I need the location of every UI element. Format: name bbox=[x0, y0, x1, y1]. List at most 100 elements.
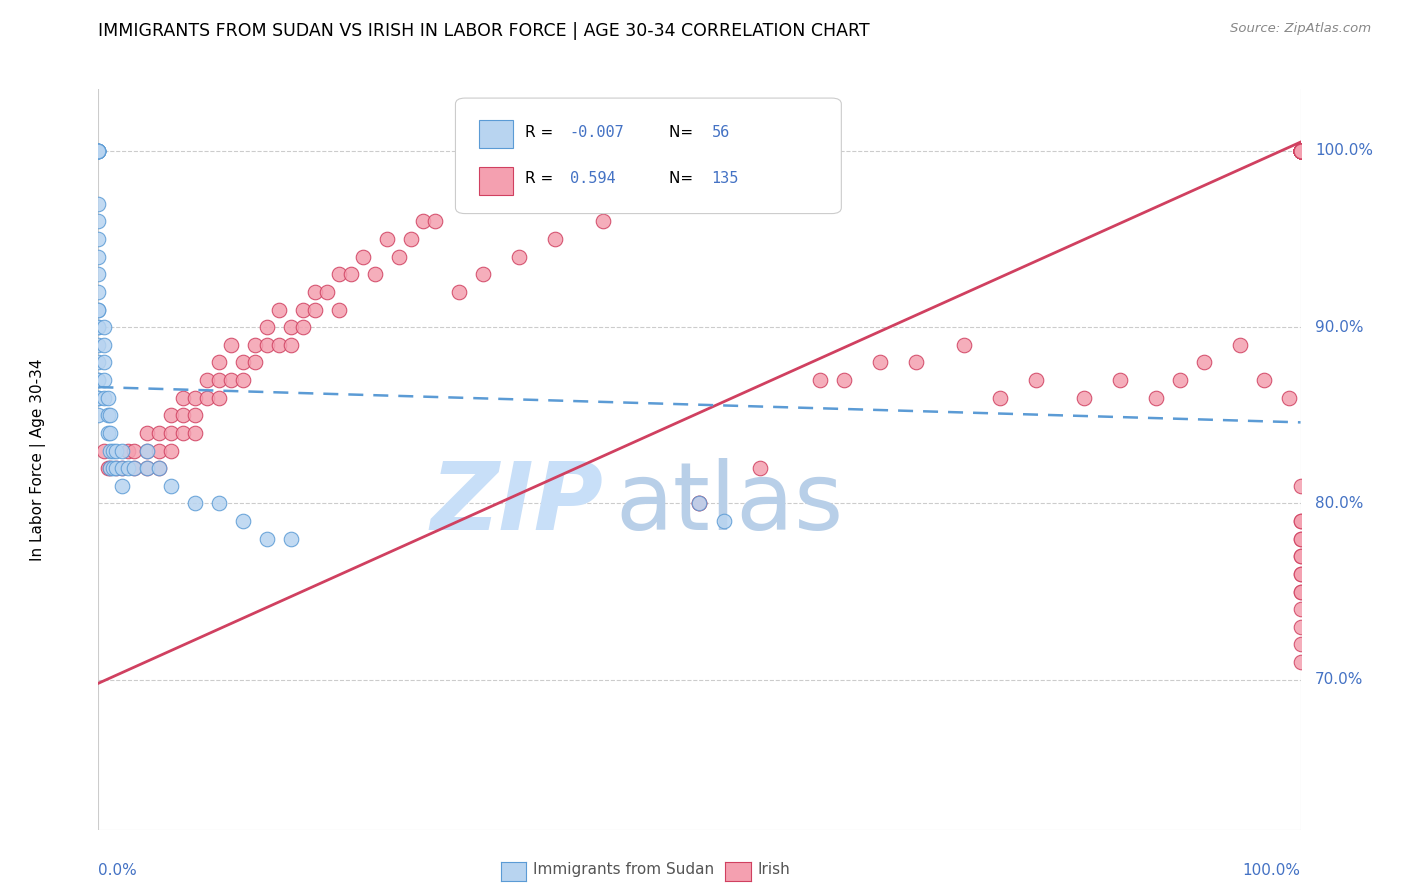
Point bbox=[291, 302, 314, 317]
Point bbox=[1289, 144, 1312, 158]
Point bbox=[87, 268, 110, 282]
Point bbox=[87, 302, 110, 317]
Point bbox=[183, 496, 205, 510]
Point bbox=[1289, 144, 1312, 158]
Point bbox=[1289, 144, 1312, 158]
Point bbox=[291, 320, 314, 334]
Point bbox=[1289, 566, 1312, 581]
Point bbox=[87, 373, 110, 387]
Text: Irish: Irish bbox=[758, 863, 790, 877]
Point bbox=[1289, 144, 1312, 158]
Point bbox=[1289, 144, 1312, 158]
Point bbox=[135, 443, 157, 458]
Point bbox=[1194, 355, 1216, 369]
Point bbox=[159, 479, 181, 493]
Point bbox=[135, 461, 157, 475]
Point bbox=[1289, 144, 1312, 158]
Point bbox=[87, 250, 110, 264]
Point bbox=[183, 409, 205, 423]
Point bbox=[87, 144, 110, 158]
Point bbox=[869, 355, 891, 369]
Point bbox=[592, 214, 614, 228]
Point bbox=[1289, 144, 1312, 158]
Point bbox=[124, 461, 146, 475]
Text: 0.594: 0.594 bbox=[569, 171, 616, 186]
Point bbox=[1289, 479, 1312, 493]
Point bbox=[105, 443, 128, 458]
Point bbox=[1289, 566, 1312, 581]
Point bbox=[1289, 144, 1312, 158]
Point bbox=[1289, 144, 1312, 158]
Point bbox=[1289, 514, 1312, 528]
Point bbox=[304, 285, 326, 299]
Point bbox=[100, 409, 122, 423]
Point bbox=[1289, 144, 1312, 158]
Point bbox=[232, 373, 254, 387]
Point bbox=[1289, 144, 1312, 158]
Point bbox=[159, 409, 181, 423]
Point bbox=[101, 443, 124, 458]
Point bbox=[1289, 144, 1312, 158]
Point bbox=[1289, 532, 1312, 546]
Point bbox=[159, 425, 181, 440]
Point bbox=[111, 479, 134, 493]
Text: IMMIGRANTS FROM SUDAN VS IRISH IN LABOR FORCE | AGE 30-34 CORRELATION CHART: IMMIGRANTS FROM SUDAN VS IRISH IN LABOR … bbox=[98, 22, 870, 40]
Point bbox=[148, 461, 170, 475]
Text: R =: R = bbox=[526, 125, 558, 140]
Point bbox=[97, 425, 120, 440]
Point bbox=[101, 461, 124, 475]
Point bbox=[172, 409, 194, 423]
Point bbox=[1289, 144, 1312, 158]
Point bbox=[135, 443, 157, 458]
Point bbox=[988, 391, 1011, 405]
Point bbox=[111, 461, 134, 475]
Point bbox=[1289, 144, 1312, 158]
Point bbox=[1289, 144, 1312, 158]
Point bbox=[87, 144, 110, 158]
Point bbox=[1277, 391, 1299, 405]
Text: N=: N= bbox=[669, 171, 699, 186]
Point bbox=[328, 268, 350, 282]
Point bbox=[1289, 144, 1312, 158]
Point bbox=[148, 443, 170, 458]
Point bbox=[148, 425, 170, 440]
Point bbox=[399, 232, 422, 246]
Point bbox=[267, 338, 290, 352]
Point bbox=[87, 214, 110, 228]
Point bbox=[280, 338, 302, 352]
Point bbox=[508, 250, 530, 264]
Point bbox=[1253, 373, 1275, 387]
Point bbox=[688, 496, 710, 510]
Point bbox=[1289, 144, 1312, 158]
Point bbox=[1025, 373, 1047, 387]
Text: 100.0%: 100.0% bbox=[1315, 144, 1374, 159]
Point bbox=[87, 338, 110, 352]
Text: 70.0%: 70.0% bbox=[1315, 673, 1364, 687]
Point bbox=[1144, 391, 1167, 405]
Point bbox=[87, 373, 110, 387]
Point bbox=[280, 532, 302, 546]
Text: 56: 56 bbox=[711, 125, 730, 140]
Point bbox=[208, 373, 231, 387]
Point bbox=[1289, 584, 1312, 599]
Point bbox=[832, 373, 855, 387]
FancyBboxPatch shape bbox=[479, 120, 513, 148]
Point bbox=[1289, 144, 1312, 158]
Point bbox=[1289, 584, 1312, 599]
Point bbox=[111, 443, 134, 458]
Point bbox=[1289, 514, 1312, 528]
Point bbox=[1109, 373, 1132, 387]
Point bbox=[87, 285, 110, 299]
Point bbox=[97, 461, 120, 475]
Point bbox=[100, 443, 122, 458]
Point bbox=[87, 144, 110, 158]
Point bbox=[1289, 144, 1312, 158]
Point bbox=[340, 268, 363, 282]
Point bbox=[1289, 144, 1312, 158]
Point bbox=[1289, 144, 1312, 158]
Point bbox=[232, 514, 254, 528]
Point bbox=[1289, 144, 1312, 158]
Point bbox=[256, 338, 278, 352]
Point bbox=[640, 196, 662, 211]
Point bbox=[87, 196, 110, 211]
